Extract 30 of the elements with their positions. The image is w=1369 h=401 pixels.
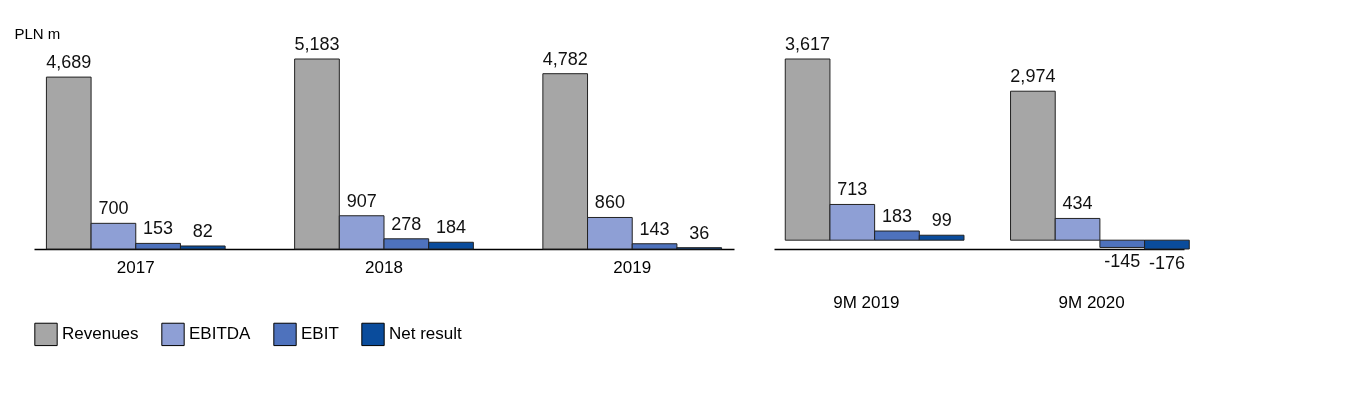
x-tick-label: 9M 2019 [833, 292, 900, 312]
legend-label: EBIT [301, 324, 339, 344]
data-label: 82 [192, 220, 213, 241]
legend-label: EBITDA [189, 324, 252, 344]
legend-label: Revenues [62, 324, 139, 344]
data-label: 153 [143, 218, 174, 239]
data-label: 5,183 [294, 34, 340, 54]
data-label: -145 [1104, 251, 1141, 272]
data-label: 4,782 [542, 48, 588, 69]
data-label: 4,689 [46, 52, 92, 73]
data-label: 278 [391, 213, 422, 234]
x-tick-label: 2019 [613, 257, 652, 277]
data-label: 713 [837, 179, 868, 200]
y-axis-title: PLN m [14, 24, 61, 42]
data-label: 143 [639, 218, 670, 239]
x-tick-label: 2017 [116, 257, 155, 277]
data-label: 700 [98, 198, 129, 219]
data-label: 434 [1062, 193, 1093, 214]
data-label: 99 [931, 210, 952, 231]
data-label: -176 [1148, 253, 1185, 273]
x-tick-label: 2018 [365, 257, 403, 277]
data-label: 36 [689, 222, 710, 243]
x-tick-label: 9M 2020 [1058, 292, 1125, 312]
data-label: 184 [436, 217, 467, 238]
data-label: 183 [881, 206, 912, 227]
data-label: 860 [594, 192, 625, 213]
data-label: 907 [346, 190, 377, 211]
legend-label: Net result [389, 324, 463, 344]
data-label: 2,974 [1010, 66, 1056, 87]
data-label: 3,617 [785, 34, 831, 54]
